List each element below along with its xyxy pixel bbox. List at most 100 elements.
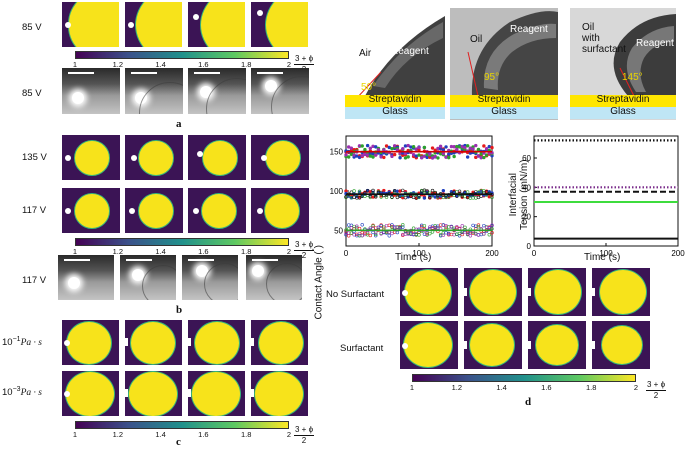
data-point xyxy=(365,233,370,237)
simulation-frame xyxy=(528,268,586,316)
data-point xyxy=(411,152,416,157)
simulation-frame xyxy=(251,188,309,233)
medium-label: Oil xyxy=(470,34,483,45)
data-point xyxy=(482,232,486,236)
simulation-frame xyxy=(62,2,119,47)
data-point xyxy=(382,225,386,229)
panel-letter: c xyxy=(176,436,181,448)
colorbar xyxy=(75,421,289,429)
data-point xyxy=(447,195,451,199)
data-point xyxy=(384,223,389,228)
data-point xyxy=(349,190,354,194)
data-point xyxy=(438,223,443,227)
data-point xyxy=(457,234,462,238)
data-point xyxy=(347,234,351,238)
data-point xyxy=(465,144,470,148)
data-point xyxy=(360,230,364,235)
simulation-frame xyxy=(464,321,522,369)
data-point xyxy=(379,232,383,236)
simulation-frame xyxy=(125,371,182,416)
data-point xyxy=(352,195,356,199)
data-point xyxy=(374,195,378,199)
panel-letter: a xyxy=(176,118,182,130)
data-point xyxy=(409,145,413,149)
y-axis-label: Interfacial Tension (mN/m) xyxy=(508,159,530,230)
data-point xyxy=(371,224,375,228)
angle-label: 50° xyxy=(361,82,377,93)
data-point xyxy=(352,153,356,157)
data-point xyxy=(482,144,486,148)
simulation-frame xyxy=(464,268,522,316)
data-point xyxy=(349,146,354,150)
data-point xyxy=(390,154,394,159)
data-point xyxy=(371,195,375,199)
data-point xyxy=(430,156,435,160)
data-point xyxy=(417,233,421,237)
data-point xyxy=(476,147,481,152)
data-point xyxy=(349,223,354,228)
simulation-frame xyxy=(400,321,458,369)
row-label: 10−1Pa · s xyxy=(2,336,42,349)
row-label: Surfactant xyxy=(340,343,384,354)
row-label: 10−3Pa · s xyxy=(2,386,42,399)
data-point xyxy=(401,147,405,151)
experiment-photo xyxy=(188,68,246,114)
simulation-frame xyxy=(251,320,308,365)
data-point xyxy=(374,145,378,149)
data-point xyxy=(428,152,432,156)
data-point xyxy=(347,231,351,235)
data-point xyxy=(390,223,394,227)
droplet-photo-surfactant: Oil with surfactant Reagent 145° Strepta… xyxy=(570,8,676,120)
data-point xyxy=(401,188,405,193)
data-point xyxy=(403,195,408,200)
data-point xyxy=(436,156,440,160)
simulation-frame xyxy=(62,188,120,233)
data-point xyxy=(414,154,418,158)
simulation-frame xyxy=(125,135,183,180)
simulation-frame xyxy=(62,371,119,416)
data-point xyxy=(371,188,375,193)
data-point xyxy=(490,223,494,227)
row-label: No Surfactant xyxy=(326,289,385,300)
colorbar-label: 3 + ϕ 2 xyxy=(294,240,315,260)
data-point xyxy=(476,154,481,158)
data-point xyxy=(428,195,432,200)
data-point xyxy=(387,145,391,150)
row-label: 117 V xyxy=(22,275,47,286)
simulation-frame xyxy=(400,268,458,316)
data-point xyxy=(422,145,427,150)
panel-letter: d xyxy=(525,396,532,408)
drop-label: Reagent xyxy=(391,46,429,57)
data-point xyxy=(360,144,364,148)
x-tick-label: 200 xyxy=(485,249,499,258)
data-point xyxy=(479,194,483,198)
data-point xyxy=(360,153,364,158)
data-point xyxy=(463,145,467,150)
data-point xyxy=(444,223,448,228)
simulation-frame xyxy=(592,268,650,316)
data-point xyxy=(352,189,356,193)
simulation-frame xyxy=(188,188,246,233)
data-point xyxy=(476,225,481,229)
data-point xyxy=(368,154,373,158)
data-point xyxy=(371,155,375,159)
data-point xyxy=(398,151,402,156)
data-point xyxy=(403,144,408,148)
simulation-frame xyxy=(251,135,309,180)
data-point xyxy=(357,196,362,200)
data-point xyxy=(374,226,378,230)
data-point xyxy=(411,145,416,149)
simulation-frame xyxy=(188,320,245,365)
data-point xyxy=(392,144,397,148)
data-point xyxy=(417,145,421,150)
substrate-label: Glass xyxy=(450,107,558,119)
x-tick-label: 0 xyxy=(532,249,537,258)
droplet-photo-air: Air Reagent 50° Streptavidin Glass xyxy=(345,8,445,120)
data-point xyxy=(349,231,354,235)
data-point xyxy=(411,226,416,230)
data-point xyxy=(433,154,437,159)
y-tick-label: 60 xyxy=(522,154,531,163)
data-point xyxy=(347,155,351,159)
data-point xyxy=(422,196,427,200)
data-point xyxy=(357,189,362,194)
